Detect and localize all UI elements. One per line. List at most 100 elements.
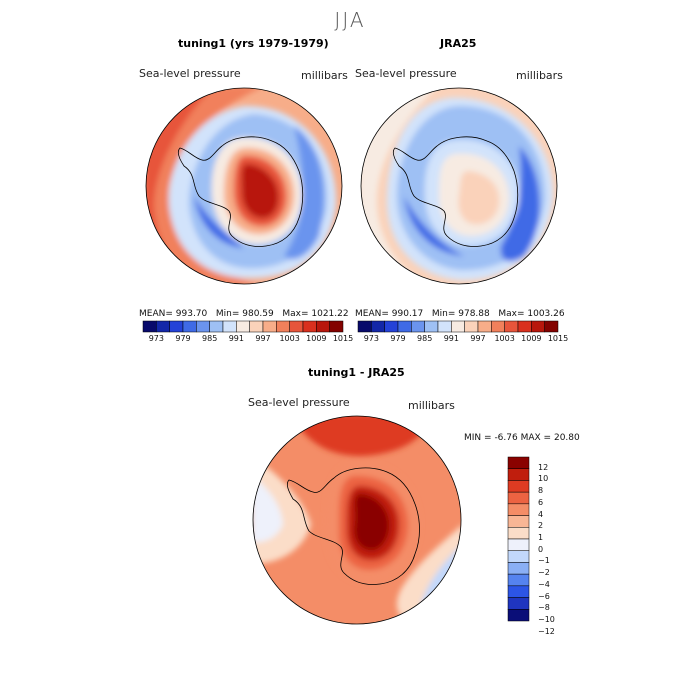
panel3-colorbar-swatch [507,468,530,481]
panel2-colorbar-swatch [357,320,372,333]
panel2-polar-map [360,87,558,285]
panel2-colorbar-swatch [437,320,452,333]
panel1-colorbar-tick-label: 1009 [306,334,327,343]
panel1-colorbar-swatch [289,320,304,333]
panel2-colorbar-tick-label: 979 [390,334,406,343]
panel2-continent-high [458,171,500,225]
panel1-min-label: Min= [215,309,240,319]
panel2-colorbar-swatch [517,320,532,333]
panel3-colorbar-tick-label: 10 [538,474,549,484]
panel1-continent-high3 [241,164,279,219]
panel2-colorbar-tick-label: 991 [443,334,459,343]
panel1-colorbar-swatch [222,320,237,333]
panel3-colorbar-swatch [507,562,530,575]
panel2-low-core-east [500,146,540,262]
panel2-colorbar-swatch [531,320,545,333]
panel3-continent-pos4 [354,494,390,551]
panel3-units-label: millibars [408,399,455,412]
panel3-colorbar-swatch [507,480,530,493]
panel1-colorbar-swatch [316,320,330,333]
panel1-colorbar-swatch [249,320,264,333]
panel1-colorbar-tick-label: 991 [228,334,244,343]
panel2-min-label: Min= [431,309,456,319]
panel1-colorbar-swatch [169,320,184,333]
panel2-stats: MEAN= 990.17 Min= 978.88 Max= 1003.26 [355,309,565,319]
panel2-low-core-west [404,196,464,256]
panel1-colorbar-tick-label: 973 [148,334,164,343]
panel1-west-outer-band [146,88,214,284]
panel1-colorbar-swatch [262,320,277,333]
panel1-colorbar-swatch [196,320,210,333]
panel3-colorbar-swatch [507,527,530,540]
panel1-stats: MEAN= 993.70 Min= 980.59 Max= 1021.22 [139,309,349,319]
panel2-coastline [392,136,519,247]
panel1-colorbar-tick-label: 1003 [279,334,300,343]
panel1-colorbar-swatch [276,320,290,333]
panel1-colorbar-swatch [182,320,197,333]
panel2-colorbar-tick-label: 1003 [494,334,515,343]
panel3-colorbar-swatch [507,550,530,563]
panel3-colorbar-tick-label: −2 [538,568,550,578]
panel3-colorbar-swatch [507,609,530,622]
panel2-west-band [361,88,439,284]
panel3-colorbar-swatch [507,585,530,598]
panel1-colorbar-tick-label: 979 [175,334,191,343]
panel3-colorbar-tick-label: 6 [538,497,544,507]
panel3-colorbar-swatch [507,573,530,587]
panel3-colorbar-tick-label: 12 [538,462,549,472]
panel3-colorbar-swatch [507,538,530,551]
panel3-min-value: -6.76 [494,433,518,443]
panel2-colorbar-swatch [411,320,425,333]
panel3-colorbar-swatch [507,456,530,469]
panel3-max-value: 20.80 [553,433,580,443]
panel3-colorbar-swatch [507,503,530,516]
panel3-title: tuning1 - JRA25 [308,366,405,379]
panel1-colorbar-swatch [209,320,224,333]
panel3-coastline [286,467,420,585]
panel1-coastline [177,136,304,247]
panel3-west-neutral [253,474,283,543]
panel2-max-value: 1003.26 [527,309,565,319]
panel3-north-max [291,416,431,456]
panel1-colorbar-swatch [236,320,250,333]
panel3-colorbar-tick-label: −10 [538,615,555,624]
panel2-field-label: Sea-level pressure [355,67,457,80]
panel1-colorbar-tick-label: 997 [255,334,271,343]
panel2-mean-value: 990.17 [391,309,424,319]
panel3-min-label: MIN = [464,433,492,443]
panel1-polar-map [145,87,343,285]
panel3-colorbar-tick-label: −8 [538,603,550,613]
panel3-colorbar-tick-label: 1 [538,533,544,542]
panel2-colorbar-swatch [397,320,412,333]
panel1-mean-label: MEAN= [139,309,173,319]
panel3-max-label: MAX = [520,433,552,443]
panel2-colorbar-swatch [384,320,399,333]
panel2-max-label: Max= [498,309,525,319]
panel3-stats: MIN = -6.76 MAX = 20.80 [464,433,580,443]
panel1-colorbar-tick-label: 985 [202,334,218,343]
panel3-colorbar-tick-label: −12 [538,626,555,636]
panel2-min-value: 978.88 [458,309,490,319]
panel1-units-label: millibars [301,69,348,82]
panel1-low-core-east [284,126,324,260]
panel3-colorbar-tick-label: −4 [538,579,550,589]
panel2-colorbar-swatch [504,320,519,333]
panel2-colorbar-tick-label: 973 [363,334,379,343]
panel3-colorbar [507,456,530,622]
panel3-colorbar-swatch [507,515,530,528]
panel1-colorbar-swatch [302,320,317,333]
panel2-colorbar-swatch [371,320,385,333]
season-title: JJA [334,8,366,32]
panel3-colorbar-tick-label: 4 [538,509,544,519]
panel2-colorbar-tick-label: 1009 [521,334,542,343]
panel2-colorbar-swatch [544,320,559,333]
panel1-colorbar-swatch [329,320,344,333]
panel3-colorbar-tick-label: 0 [538,544,544,554]
panel1-colorbar [142,320,344,333]
panel2-colorbar-swatch [491,320,505,333]
panel1-low-core-west [194,196,244,248]
panel3-colorbar-swatch [507,491,530,505]
panel3-colorbar-tick-label: −1 [538,556,550,566]
panel2-colorbar-tick-label: 985 [417,334,433,343]
panel2-colorbar-swatch [477,320,492,333]
